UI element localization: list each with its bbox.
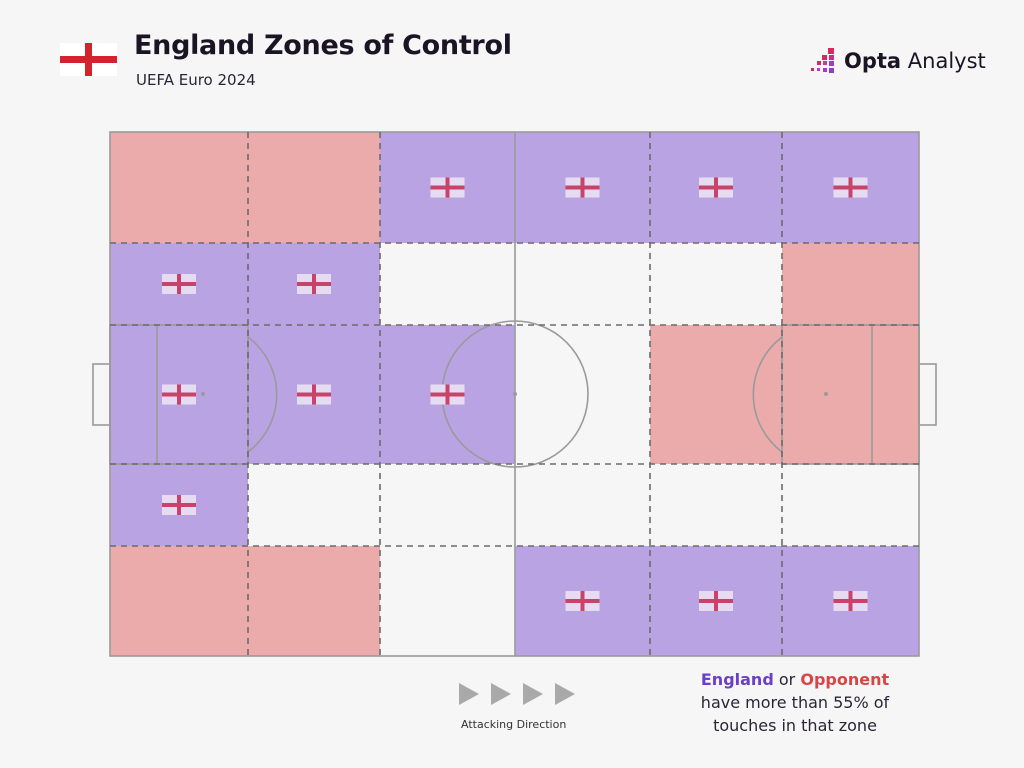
left-goal	[92, 363, 111, 426]
chart-title: England Zones of Control	[134, 30, 512, 61]
arrow-right-icon	[523, 683, 543, 705]
england-flag-icon	[162, 495, 196, 515]
england-flag-icon	[699, 591, 733, 611]
legend-opponent: Opponent	[800, 670, 890, 689]
england-flag-icon	[430, 384, 465, 405]
zone-opponent	[248, 546, 380, 656]
opta-analyst-logo: Opta Analyst	[808, 46, 986, 76]
england-flag-icon	[565, 177, 600, 198]
england-flag-icon	[430, 177, 465, 198]
left-penalty-arc	[247, 336, 278, 453]
arrow-right-icon	[555, 683, 575, 705]
center-spot	[513, 392, 517, 396]
england-flag-icon	[699, 177, 733, 198]
england-flag-icon	[833, 177, 868, 198]
legend-line2: have more than 55% of	[700, 693, 890, 712]
england-flag-icon	[162, 274, 196, 294]
england-flag-icon	[833, 591, 868, 611]
attacking-direction-label: Attacking Direction	[461, 718, 567, 731]
legend-england: England	[700, 670, 774, 689]
england-flag-icon	[297, 384, 331, 405]
logo-regular: Analyst	[907, 49, 986, 73]
chart-subtitle: UEFA Euro 2024	[136, 71, 256, 89]
england-flag-icon	[162, 384, 196, 405]
attacking-direction-arrows	[459, 683, 575, 705]
right-penalty-spot	[824, 392, 828, 396]
england-flag-icon	[297, 274, 331, 294]
right-goal	[918, 363, 937, 426]
legend-or: or	[778, 670, 796, 689]
zone-opponent	[650, 325, 782, 464]
arrow-right-icon	[459, 683, 479, 705]
zone-opponent	[110, 546, 248, 656]
zone-opponent	[782, 243, 919, 325]
left-penalty-spot	[201, 392, 205, 396]
logo-mark-icon	[811, 48, 834, 73]
zone-opponent	[248, 132, 380, 243]
england-flag-icon	[60, 43, 117, 76]
zone-opponent	[782, 325, 919, 464]
right-penalty-arc	[752, 336, 783, 453]
legend-line3: touches in that zone	[713, 716, 877, 735]
england-flag-icon	[565, 591, 600, 611]
zone-opponent	[110, 132, 248, 243]
legend: England or Opponent have more than 55% o…	[680, 668, 910, 737]
logo-bold: Opta	[844, 49, 902, 73]
arrow-right-icon	[491, 683, 511, 705]
